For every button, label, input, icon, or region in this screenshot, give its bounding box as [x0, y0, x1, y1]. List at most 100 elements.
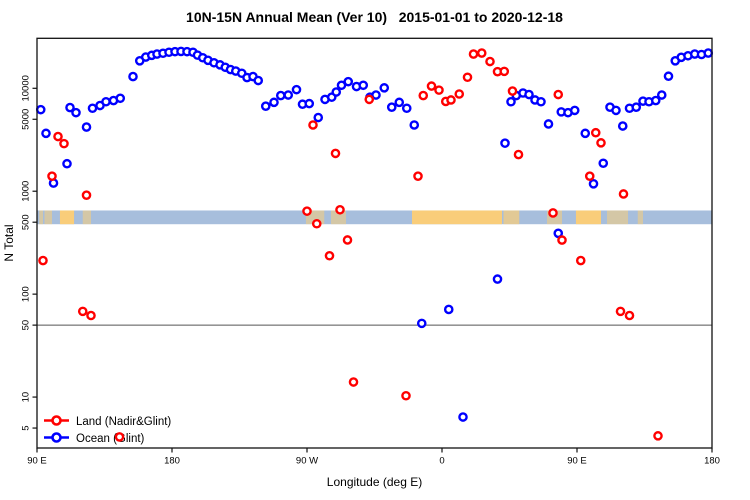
data-point-ocean [524, 89, 534, 100]
land-band-rect [59, 210, 75, 225]
data-point-ocean [283, 90, 294, 100]
data-point-ocean [101, 96, 111, 107]
x-tick-label: 0 [439, 456, 444, 467]
plot-border [36, 37, 713, 449]
data-point-ocean [580, 128, 591, 139]
data-point-ocean [275, 90, 286, 101]
data-point-ocean [253, 75, 264, 86]
data-point-ocean [569, 105, 580, 116]
legend-land-marker-icon [51, 415, 62, 426]
data-point-ocean [41, 128, 51, 139]
y-tick-label: 500 [21, 214, 32, 230]
data-point-land [311, 218, 322, 229]
data-point-ocean [650, 95, 661, 106]
data-point-land [653, 431, 663, 441]
data-point-land [348, 377, 359, 387]
data-point-ocean [703, 48, 714, 58]
x-tick-label: 90 E [27, 456, 47, 467]
data-point-ocean [617, 121, 628, 131]
data-point-land [38, 255, 48, 266]
legend-ocean-marker-icon [51, 432, 62, 443]
data-point-land [446, 95, 456, 105]
data-point-ocean [379, 83, 390, 93]
data-point-land [462, 72, 473, 83]
data-point-ocean [536, 96, 546, 107]
land-band-rect [412, 210, 502, 225]
data-point-ocean [331, 87, 342, 97]
data-point-land [418, 90, 429, 101]
data-point-ocean [631, 102, 642, 113]
data-point-land [454, 89, 465, 99]
data-point-ocean [416, 318, 427, 329]
data-point-ocean [313, 112, 324, 123]
legend-item-land: Land (Nadir&Glint) [44, 415, 171, 428]
y-tick-label: 100 [21, 286, 32, 302]
data-point-land [615, 306, 626, 317]
legend-land-label: Land (Nadir&Glint) [76, 416, 171, 428]
data-point-land [77, 306, 88, 317]
data-point-ocean [588, 179, 599, 189]
data-point-land [575, 255, 586, 266]
data-point-ocean [81, 122, 92, 132]
data-point-ocean [611, 105, 621, 116]
data-point-ocean [371, 90, 381, 100]
data-point-ocean [656, 90, 667, 100]
data-point-ocean [343, 76, 354, 87]
y-tick-label: 10000 [21, 75, 32, 101]
data-point-ocean [128, 71, 138, 82]
data-point-land [413, 171, 423, 181]
legend: Land (Nadir&Glint) Ocean (Glint) [44, 415, 171, 445]
chart-title: 10N-15N Annual Mean (Ver 10) 2015-01-01 … [186, 9, 563, 25]
data-point-land [434, 85, 444, 95]
land-band-rect [503, 210, 520, 225]
data-point-land [53, 131, 63, 142]
x-tick-label: 90 E [567, 456, 587, 467]
data-point-land [86, 310, 96, 321]
data-point-land [81, 190, 92, 200]
data-point-ocean [394, 97, 405, 108]
data-point-land [330, 148, 341, 159]
y-tick-label: 50 [21, 320, 32, 331]
data-point-land [342, 235, 353, 245]
data-point-ocean [506, 96, 516, 107]
x-tick-label: 180 [164, 456, 180, 467]
data-point-land [618, 189, 629, 199]
data-point-ocean [260, 101, 271, 111]
data-point-ocean [553, 228, 564, 239]
data-point-ocean [35, 104, 46, 115]
data-point-ocean [62, 158, 72, 169]
land-band-rect [575, 210, 601, 225]
legend-item-ocean: Ocean (Glint) [44, 432, 145, 445]
data-point-land [548, 208, 558, 218]
axes-layer: 90 E 180 90 W 0 90 E 180 5 10 50 100 500 1000 5000 10… [21, 37, 720, 467]
data-point-land [507, 86, 518, 96]
data-point-ocean [386, 102, 397, 113]
data-point-land [557, 235, 567, 245]
land-band-rect [607, 210, 628, 225]
data-point-land [302, 206, 312, 216]
data-point-ocean [409, 120, 420, 130]
data-point-land [553, 89, 564, 100]
data-point-ocean [269, 97, 279, 108]
data-point-land [426, 81, 437, 91]
data-point-ocean [65, 102, 75, 113]
x-axis-label: Longitude (deg E) [327, 475, 422, 489]
data-point-ocean [458, 412, 468, 422]
data-point-land [114, 432, 125, 442]
data-point-land [324, 250, 335, 261]
x-tick-label: 90 W [296, 456, 318, 467]
legend-ocean-label: Ocean (Glint) [76, 433, 145, 445]
data-point-land [499, 66, 510, 77]
data-point-land [468, 49, 479, 59]
data-point-land [513, 149, 524, 160]
x-tick-label: 180 [704, 456, 720, 467]
data-point-land [401, 390, 411, 401]
data-point-land [590, 127, 601, 138]
data-point-land [47, 171, 57, 181]
land-band-rect [39, 210, 43, 225]
data-point-land [364, 94, 375, 105]
data-point-ocean [500, 138, 510, 148]
land-band-rect [44, 210, 52, 225]
data-point-ocean [87, 103, 98, 114]
y-tick-label: 5000 [21, 109, 32, 130]
